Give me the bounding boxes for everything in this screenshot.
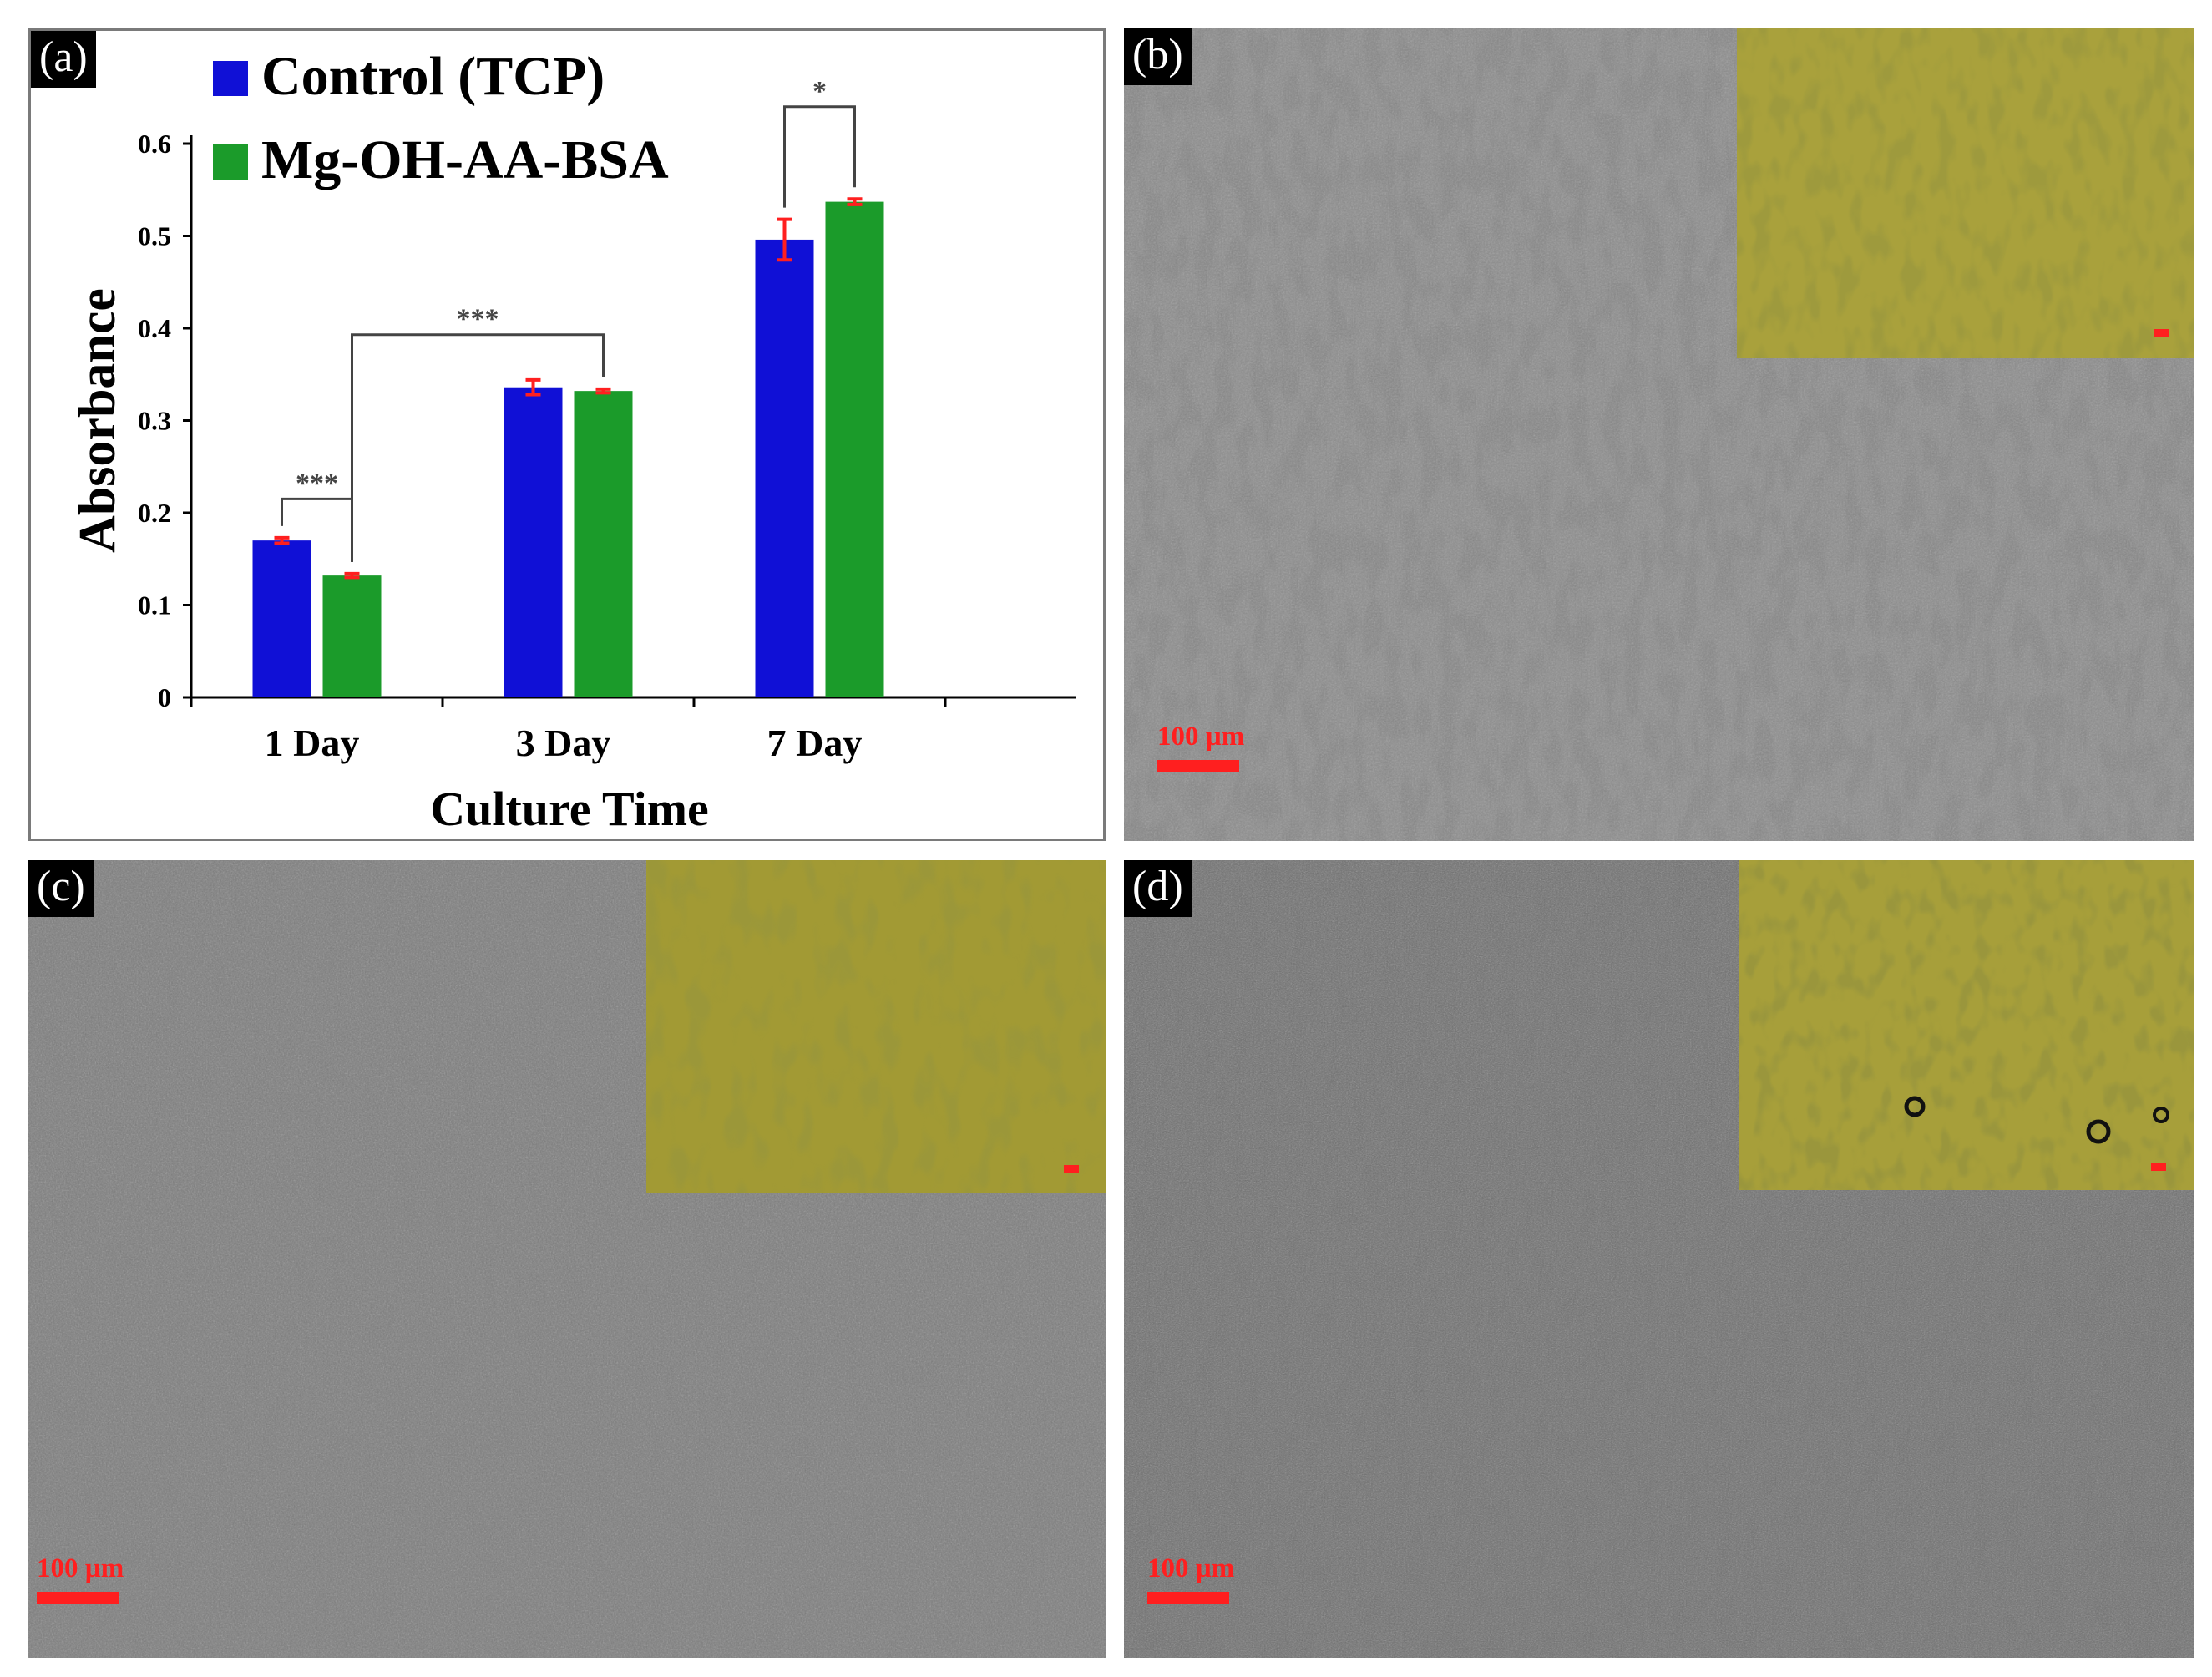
y-tick-label: 0.1: [138, 590, 171, 621]
legend-swatch: [213, 144, 248, 180]
scale-bar-line-d: [1147, 1592, 1229, 1604]
y-tick-label: 0.3: [138, 406, 171, 436]
x-tick-label: 1 Day: [265, 722, 360, 764]
y-tick-label: 0.5: [138, 221, 171, 251]
inset-scale-mark: [2154, 329, 2169, 337]
scale-bar-line-c: [37, 1592, 119, 1604]
scale-bar-label-c: 100 µm: [37, 1553, 124, 1583]
inset-particle: [2086, 1119, 2111, 1144]
legend-label: Mg-OH-AA-BSA: [261, 129, 669, 190]
bar-control: [755, 239, 814, 697]
fluorescence-inset-b: [1737, 28, 2194, 358]
y-tick-label: 0.2: [138, 498, 171, 528]
panel-label-a: (a): [31, 31, 96, 88]
y-axis-title: Absorbance: [69, 288, 126, 553]
significance-bracket: [783, 105, 856, 208]
panel-label-d: (d): [1124, 860, 1192, 917]
sem-micrograph-b: [1124, 28, 2194, 841]
legend-label: Control (TCP): [261, 46, 605, 107]
bar-control: [504, 387, 563, 697]
bar-mg-oh-aa-bsa: [574, 391, 633, 697]
scale-bar-label-b: 100 µm: [1157, 722, 1245, 752]
significance-label: *: [812, 76, 827, 107]
inset-particle: [2153, 1107, 2169, 1123]
fluorescence-inset-c: [646, 860, 1106, 1193]
panel-label-b: (b): [1124, 28, 1192, 85]
panel-a-bar-chart: (a) 0 0.1 0.2 0.3 0.4 0.5 0.6 1 Day 3 Day 7 Day **…: [28, 28, 1106, 841]
scale-bar-line-b: [1157, 760, 1239, 772]
y-tick-label: 0: [158, 682, 171, 712]
scale-bar-label-d: 100 µm: [1147, 1553, 1235, 1583]
bar-mg-oh-aa-bsa: [825, 201, 884, 698]
y-tick-label: 0.4: [138, 313, 171, 343]
scale-bar-b: 100 µm: [1157, 722, 1244, 772]
y-tick-label: 0.6: [138, 129, 171, 159]
inset-scale-mark: [2151, 1163, 2166, 1171]
significance-label: ***: [296, 468, 338, 499]
panel-c-micrograph: (c) 100 µm: [28, 860, 1106, 1658]
bar-control: [252, 540, 311, 697]
scale-bar-d: 100 µm: [1147, 1553, 1234, 1604]
scale-bar-c: 100 µm: [37, 1553, 124, 1604]
panel-b-micrograph: (b) 100 µm: [1124, 28, 2194, 841]
x-tick-label: 3 Day: [516, 722, 611, 764]
significance-bracket: [351, 333, 605, 562]
inset-particle: [1904, 1096, 1926, 1117]
panel-label-c: (c): [28, 860, 94, 917]
absorbance-bar-chart: 00.10.20.30.40.50.61 Day 3 Day 7 Day******…: [69, 46, 1076, 836]
x-tick-label: 7 Day: [767, 722, 863, 764]
significance-label: ***: [457, 304, 499, 335]
x-axis-title: Culture Time: [430, 782, 709, 836]
inset-scale-mark: [1064, 1165, 1079, 1173]
bar-mg-oh-aa-bsa: [322, 575, 382, 697]
fluorescence-inset-d: [1739, 860, 2194, 1190]
legend-swatch: [213, 61, 248, 96]
panel-d-micrograph: (d) 100 µm: [1124, 860, 2194, 1658]
